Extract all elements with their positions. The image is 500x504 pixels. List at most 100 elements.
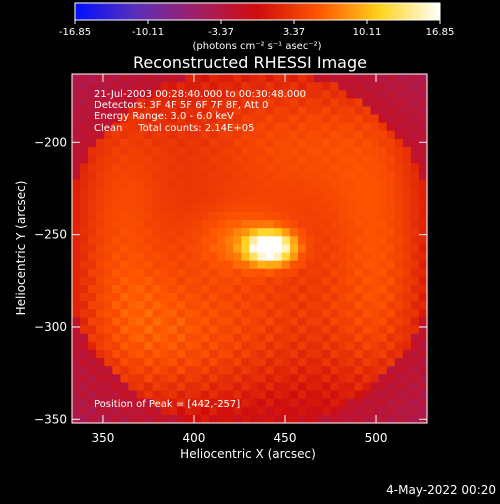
heatmap-cell xyxy=(402,276,412,286)
heatmap-cell xyxy=(346,90,355,99)
heatmap-cell xyxy=(96,406,105,416)
heatmap-cell xyxy=(112,333,122,343)
heatmap-cell xyxy=(201,187,210,197)
heatmap-cell xyxy=(346,390,355,400)
heatmap-cell xyxy=(402,74,412,83)
heatmap-cell xyxy=(297,358,307,367)
heatmap-cell xyxy=(168,155,178,164)
heatmap-cell xyxy=(96,171,105,181)
heatmap-cell xyxy=(184,82,194,91)
heatmap-cell xyxy=(128,179,138,189)
heatmap-cell xyxy=(322,398,331,408)
heatmap-cell xyxy=(217,349,226,359)
heatmap-cell xyxy=(346,325,355,335)
heatmap-cell xyxy=(346,236,355,246)
heatmap-cell xyxy=(168,90,178,99)
heatmap-cell xyxy=(330,260,339,270)
heatmap-cell xyxy=(168,114,178,124)
heatmap-cell xyxy=(305,358,315,367)
heatmap-cell xyxy=(418,293,428,302)
heatmap-cell xyxy=(314,382,323,392)
heatmap-cell xyxy=(386,163,396,172)
heatmap-cell xyxy=(241,220,251,229)
heatmap-cell xyxy=(314,244,323,254)
heatmap-cell xyxy=(104,74,113,83)
heatmap-cell xyxy=(289,285,299,294)
heatmap-cell xyxy=(104,203,113,213)
heatmap-cell xyxy=(362,390,372,400)
heatmap-cell xyxy=(225,114,234,124)
heatmap-cell xyxy=(370,374,380,384)
heatmap-cell xyxy=(201,276,210,286)
heatmap-cell xyxy=(72,358,81,367)
heatmap-cell xyxy=(233,317,243,327)
heatmap-cell xyxy=(322,98,331,108)
heatmap-cell xyxy=(80,398,89,408)
heatmap-cell xyxy=(386,236,396,246)
heatmap-cell xyxy=(322,333,331,343)
heatmap-cell xyxy=(160,366,170,375)
heatmap-cell xyxy=(96,195,105,205)
heatmap-cell xyxy=(96,398,105,408)
heatmap-cell xyxy=(370,211,380,221)
heatmap-cell xyxy=(338,374,347,384)
heatmap-cell xyxy=(80,390,89,400)
heatmap-cell xyxy=(281,276,291,286)
heatmap-cell xyxy=(80,130,89,140)
heatmap-cell xyxy=(346,122,355,132)
heatmap-cell xyxy=(314,260,323,270)
heatmap-cell xyxy=(168,171,178,181)
heatmap-cell xyxy=(209,187,218,197)
heatmap-cell xyxy=(289,374,299,384)
heatmap-cell xyxy=(378,382,388,392)
heatmap-cell xyxy=(314,163,323,172)
heatmap-cell xyxy=(354,98,364,108)
heatmap-cell xyxy=(233,98,243,108)
heatmap-cell xyxy=(225,366,234,375)
heatmap-cell xyxy=(354,203,364,213)
heatmap-cell xyxy=(112,268,122,278)
heatmap-cell xyxy=(193,341,202,351)
heatmap-cell xyxy=(394,236,404,246)
heatmap-cell xyxy=(362,163,372,172)
heatmap-cell xyxy=(346,333,355,343)
heatmap-cell xyxy=(265,382,275,392)
heatmap-cell xyxy=(160,82,170,91)
heatmap-cell xyxy=(281,147,291,156)
heatmap-cell xyxy=(168,211,178,221)
heatmap-cell xyxy=(346,98,355,108)
heatmap-cell xyxy=(168,74,178,83)
heatmap-cell xyxy=(257,187,267,197)
heatmap-cell xyxy=(209,163,218,172)
heatmap-cell xyxy=(249,228,259,237)
heatmap-cell xyxy=(297,90,307,99)
heatmap-cell xyxy=(104,195,113,205)
heatmap-cell xyxy=(160,293,170,302)
heatmap-cell xyxy=(160,358,170,367)
heatmap-cell xyxy=(168,195,178,205)
heatmap-cell xyxy=(128,293,138,302)
heatmap-cell xyxy=(201,195,210,205)
heatmap-cell xyxy=(410,301,420,310)
heatmap-cell xyxy=(168,366,178,375)
heatmap-cell xyxy=(104,285,113,294)
heatmap-cell xyxy=(281,285,291,294)
heatmap-cell xyxy=(362,349,372,359)
heatmap-cell xyxy=(354,333,364,343)
heatmap-cell xyxy=(193,366,202,375)
heatmap-cell xyxy=(233,236,243,246)
heatmap-cell xyxy=(289,147,299,156)
heatmap-cell xyxy=(96,114,105,124)
heatmap-cell xyxy=(160,333,170,343)
heatmap-cell xyxy=(136,309,146,319)
heatmap-cell xyxy=(257,122,267,132)
heatmap-cell xyxy=(249,130,259,140)
heatmap-cell xyxy=(322,285,331,294)
heatmap-cell xyxy=(378,366,388,375)
heatmap-cell xyxy=(241,301,251,310)
heatmap-cell xyxy=(128,155,138,164)
heatmap-cell xyxy=(201,309,210,319)
heatmap-cell xyxy=(346,163,355,172)
heatmap-cell xyxy=(370,179,380,189)
annotation-clean-counts: Clean Total counts: 2.14E+05 xyxy=(94,123,254,134)
